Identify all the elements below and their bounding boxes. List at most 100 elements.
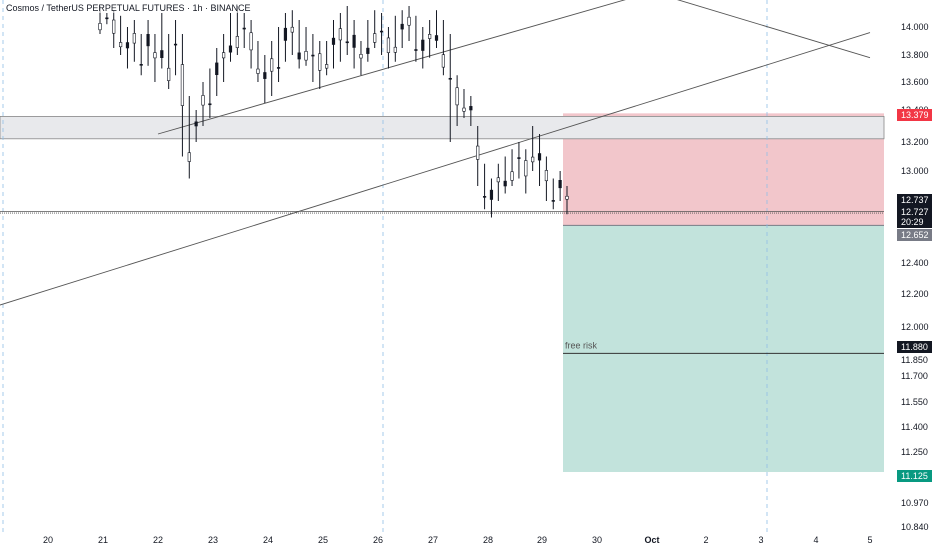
candle-body (276, 67, 281, 69)
candle-body (469, 106, 473, 111)
candle-body (180, 64, 185, 106)
candle-body (242, 27, 246, 30)
candle-body (524, 160, 528, 177)
candle-body (441, 54, 445, 68)
candle-body (544, 170, 548, 182)
candle-body (222, 52, 226, 59)
x-tick-label: Oct (644, 535, 659, 545)
y-tick-label: 11.850 (901, 355, 928, 365)
price-tag-label: 13.379 (901, 110, 929, 120)
y-tick-label: 12.000 (901, 322, 929, 332)
candle-body (352, 34, 356, 48)
y-tick-label: 13.600 (901, 77, 929, 87)
y-tick-label: 11.550 (901, 397, 928, 407)
candle-body (160, 50, 164, 59)
candle-body (448, 77, 452, 80)
candle-body (421, 39, 425, 51)
candle-body (558, 180, 562, 189)
candle-body (414, 49, 418, 51)
x-tick-label: 26 (373, 535, 383, 545)
candle-body (270, 58, 274, 72)
candle-body (132, 33, 136, 44)
y-tick-label: 11.700 (901, 371, 928, 381)
x-tick-label: 27 (428, 535, 438, 545)
candle-body (551, 200, 555, 202)
price-tag-label: 11.880 (901, 342, 928, 352)
support-zone (0, 116, 885, 140)
x-tick-label: 29 (537, 535, 547, 545)
candle-body (345, 41, 349, 44)
y-tick-label: 13.000 (901, 166, 929, 176)
x-tick-label: 28 (483, 535, 493, 545)
candle-body (386, 37, 391, 53)
candle-body (393, 46, 397, 53)
candle-body (366, 47, 370, 54)
candle-body (373, 33, 377, 43)
trendline (676, 0, 871, 59)
candle-body (496, 177, 500, 183)
candle-body (187, 152, 191, 162)
y-tick-label: 14.000 (901, 22, 929, 32)
candle-body (263, 72, 267, 79)
candle-body (325, 64, 329, 69)
candle-body (249, 32, 253, 51)
candle-body (503, 180, 507, 187)
x-tick-label: 21 (98, 535, 108, 545)
candle-body (428, 34, 432, 39)
candle-body (304, 51, 308, 61)
candle-body (379, 30, 384, 33)
candle-body (146, 34, 150, 47)
price-tag-countdown: 20:29 (901, 217, 924, 227)
candle-body (98, 23, 102, 31)
trendline (157, 0, 626, 135)
candle-body (297, 52, 301, 60)
price-tag-label: 12.727 (901, 207, 929, 217)
y-tick-label: 10.970 (901, 498, 929, 508)
y-tick-label: 12.200 (901, 289, 929, 299)
candle-body (194, 121, 198, 127)
candle-body (565, 195, 569, 200)
candle-body (119, 42, 123, 48)
price-tag-label: 12.652 (901, 230, 929, 240)
candle-body (359, 53, 363, 59)
price-tag (897, 194, 932, 206)
chart-title: Cosmos / TetherUS PERPETUAL FUTURES · 1h… (4, 3, 253, 13)
candle-body (173, 43, 178, 46)
candle-body (455, 87, 459, 106)
candle-body (537, 153, 542, 161)
price-tag-label: 11.125 (901, 471, 928, 481)
free-risk-label: free risk (565, 340, 598, 350)
candle-body (400, 23, 404, 30)
candle-body (311, 54, 315, 57)
x-tick-label: 4 (813, 535, 818, 545)
price-tag-label: 12.737 (901, 195, 929, 205)
y-tick-label: 13.200 (901, 137, 929, 147)
candle-body (290, 26, 294, 33)
x-tick-label: 24 (263, 535, 273, 545)
y-tick-label: 11.400 (901, 422, 928, 432)
x-tick-label: 22 (153, 535, 163, 545)
y-tick-label: 10.840 (901, 522, 929, 532)
candle-body (215, 62, 219, 76)
x-tick-label: 2 (703, 535, 708, 545)
x-tick-label: 20 (43, 535, 53, 545)
candle-body (228, 45, 233, 53)
trendline (0, 32, 871, 306)
candle-body (531, 156, 535, 163)
candle-body (256, 68, 260, 74)
price-tag (897, 470, 932, 482)
y-tick-label: 11.250 (901, 447, 928, 457)
candle-body (462, 107, 466, 112)
candle-body (208, 103, 212, 106)
candle-body (510, 171, 514, 181)
price-tag (897, 229, 932, 241)
candle-body (139, 64, 143, 66)
y-tick-label: 12.400 (901, 258, 929, 268)
candle-body (338, 28, 342, 41)
candle-body (105, 17, 109, 20)
candle-body (407, 16, 411, 26)
candle-body (489, 189, 494, 200)
price-tag (897, 341, 932, 353)
x-tick-label: 5 (867, 535, 872, 545)
